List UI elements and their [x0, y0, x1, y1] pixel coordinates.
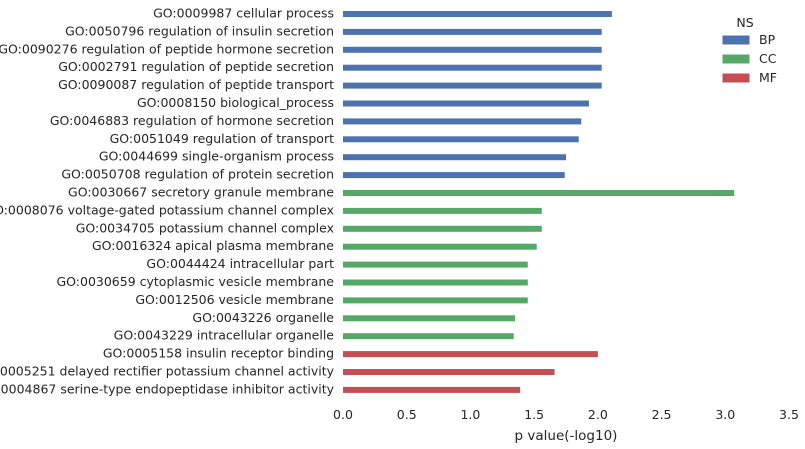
category-label: GO:0030659 cytoplasmic vesicle membrane [56, 274, 334, 289]
bar [343, 190, 735, 196]
category-labels: GO:0009987 cellular process GO:0050796 re… [0, 6, 335, 397]
legend-swatch [721, 53, 751, 65]
category-label: GO:0030667 secretory granule membrane [68, 185, 334, 200]
category-label: GO:0090087 regulation of peptide transpo… [58, 77, 334, 92]
x-axis-ticks: 0.0 0.5 1.0 1.5 2.0 2.5 3.0 3.5 [333, 407, 799, 422]
bar [343, 172, 565, 179]
bar [343, 243, 537, 250]
bar [343, 261, 528, 268]
x-tick-label: 1.0 [460, 407, 480, 422]
x-tick-label: 0.5 [397, 407, 417, 422]
legend-entries: BP CC MF [721, 32, 777, 85]
bar [343, 386, 521, 393]
category-label: GO:0043229 intracellular organelle [114, 328, 335, 343]
category-label: GO:0005251 delayed rectifier potassium c… [0, 364, 335, 379]
x-tick-label: 0.0 [333, 407, 353, 422]
bar [343, 100, 589, 107]
category-label: GO:0009987 cellular process [153, 6, 334, 21]
category-label: GO:0012506 vesicle membrane [135, 292, 334, 307]
bar [343, 225, 542, 232]
bar [343, 351, 598, 358]
x-axis-label: p value(-log10) [515, 428, 618, 444]
bar [343, 136, 579, 143]
category-label: GO:0044699 single-organism process [99, 149, 334, 164]
legend-title: NS [736, 15, 753, 30]
category-label: GO:0043226 organelle [192, 310, 334, 325]
x-tick-label: 1.5 [524, 407, 544, 422]
legend-swatch [721, 34, 751, 46]
legend-swatch [721, 72, 751, 84]
category-label: GO:0050708 regulation of protein secreti… [61, 167, 334, 182]
bar [343, 11, 612, 17]
x-tick-label: 3.0 [715, 407, 735, 422]
x-tick-label: 3.5 [779, 407, 799, 422]
category-label: GO:0016324 apical plasma membrane [92, 238, 334, 253]
category-label: GO:0002791 regulation of peptide secreti… [58, 59, 334, 74]
category-label: GO:0046883 regulation of hormone secreti… [50, 113, 334, 128]
bar [343, 207, 542, 214]
category-label: GO:0008076 voltage-gated potassium chann… [0, 202, 334, 217]
legend-label: CC [759, 51, 777, 66]
legend-label: BP [759, 32, 776, 47]
x-tick-label: 2.0 [588, 407, 608, 422]
legend: NS BP CC MF [721, 15, 777, 85]
x-tick-label: 2.5 [652, 407, 672, 422]
category-label: GO:0034705 potassium channel complex [76, 220, 334, 235]
bar [343, 279, 528, 286]
bar [343, 118, 582, 125]
bar [343, 333, 514, 340]
category-label: GO:0008150 biological_process [137, 95, 334, 110]
bar [343, 28, 602, 35]
bar [343, 315, 516, 322]
bar [343, 297, 528, 304]
category-label: GO:0051049 regulation of transport [110, 131, 335, 146]
category-label: GO:0050796 regulation of insulin secreti… [65, 23, 334, 38]
category-label: GO:0005158 insulin receptor binding [103, 346, 334, 361]
bar [343, 154, 566, 161]
bars-layer [343, 11, 735, 393]
category-label: GO:0044424 intracellular part [146, 256, 334, 271]
bar [343, 46, 602, 53]
bar [343, 369, 555, 375]
bar [343, 82, 602, 89]
category-label: GO:0004867 serine-type endopeptidase inh… [0, 381, 335, 396]
category-label: GO:0090276 regulation of peptide hormone… [0, 41, 334, 56]
legend-label: MF [759, 70, 777, 85]
bar [343, 64, 602, 71]
